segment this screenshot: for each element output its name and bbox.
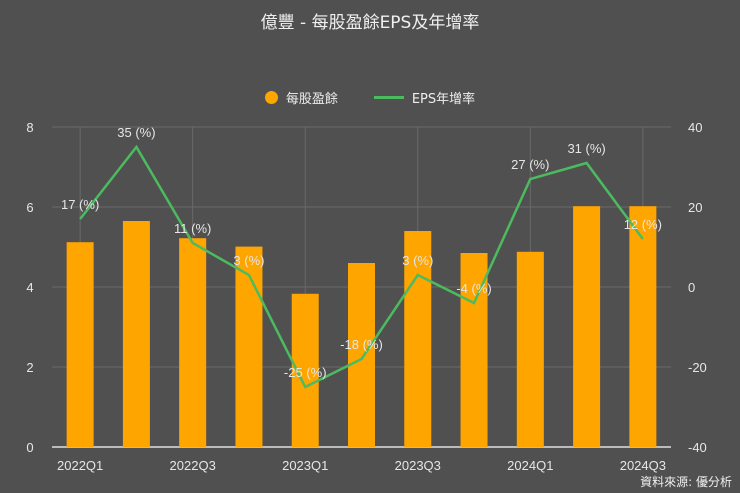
data-label: 27 (%) bbox=[511, 157, 549, 172]
bar-eps bbox=[235, 246, 263, 447]
left-tick-label: 2 bbox=[26, 360, 33, 375]
legend-dot-icon bbox=[264, 91, 278, 104]
data-label: 11 (%) bbox=[174, 221, 211, 236]
legend-item-growth[interactable]: EPS年增率 bbox=[373, 88, 476, 107]
bar-eps bbox=[629, 206, 657, 447]
right-tick-label: -40 bbox=[688, 440, 707, 455]
legend-label: 每股盈餘 bbox=[285, 92, 338, 107]
x-tick-label: 2022Q1 bbox=[57, 458, 103, 473]
x-tick-label: 2024Q3 bbox=[620, 458, 666, 473]
source-note: 資料來源: 優分析 bbox=[640, 475, 732, 489]
right-tick-label: 20 bbox=[688, 200, 702, 215]
x-tick-label: 2022Q3 bbox=[170, 458, 216, 473]
x-tick-label: 2023Q1 bbox=[282, 458, 328, 473]
bar-eps bbox=[573, 206, 601, 447]
data-label: -18 (%) bbox=[340, 337, 383, 352]
bar-eps bbox=[348, 263, 375, 447]
legend-label: EPS年增率 bbox=[411, 92, 476, 107]
data-label: 31 (%) bbox=[567, 141, 605, 156]
bar-eps bbox=[122, 221, 150, 447]
x-tick-label: 2024Q1 bbox=[507, 458, 553, 473]
data-label: 35 (%) bbox=[117, 125, 155, 140]
right-tick-label: -20 bbox=[688, 360, 707, 375]
x-tick-label: 2023Q3 bbox=[395, 458, 441, 473]
left-tick-label: 6 bbox=[26, 200, 33, 215]
right-tick-label: 40 bbox=[688, 120, 702, 135]
line-eps-growth bbox=[79, 144, 644, 389]
legend-line-icon bbox=[373, 96, 404, 99]
data-label: 12 (%) bbox=[624, 217, 662, 232]
data-label: 3 (%) bbox=[233, 253, 264, 268]
legend-item-eps[interactable]: 每股盈餘 bbox=[264, 88, 338, 107]
chart-title: 億豐 - 每股盈餘EPS及年增率 bbox=[260, 13, 480, 33]
left-tick-label: 0 bbox=[26, 440, 33, 455]
data-label: -25 (%) bbox=[284, 365, 327, 380]
left-tick-label: 4 bbox=[26, 280, 33, 295]
data-label: 17 (%) bbox=[61, 197, 99, 212]
bar-eps bbox=[516, 251, 544, 447]
bar-eps bbox=[66, 242, 94, 447]
data-label: 3 (%) bbox=[402, 253, 433, 268]
data-label: -4 (%) bbox=[456, 281, 491, 296]
bar-eps bbox=[179, 238, 207, 447]
bar-eps bbox=[404, 231, 432, 447]
right-tick-label: 0 bbox=[688, 280, 695, 295]
legend: 每股盈餘 EPS年增率 bbox=[0, 88, 740, 107]
left-tick-label: 8 bbox=[26, 120, 33, 135]
